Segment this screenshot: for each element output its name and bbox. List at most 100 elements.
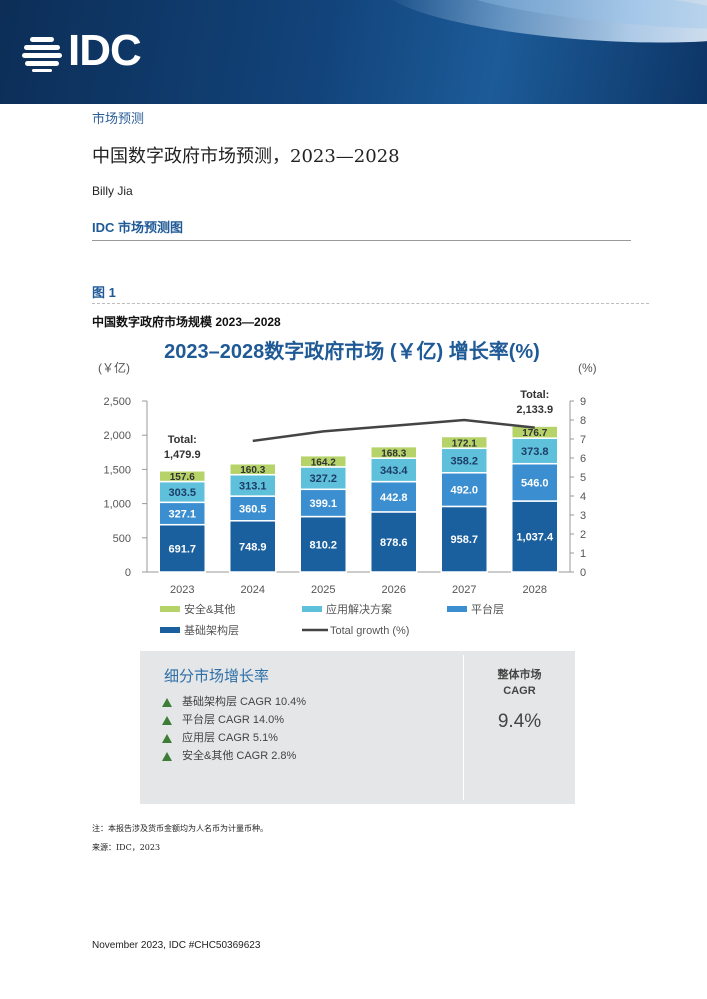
document-title: 中国数字政府市场预测，2023—2028 <box>92 146 400 167</box>
cagr-item: 安全&其他 CAGR 2.8% <box>162 747 306 765</box>
cagr-item: 平台层 CAGR 14.0% <box>162 711 306 729</box>
y-tick-label: 0 <box>125 567 131 579</box>
data-label: 157.6 <box>170 472 195 483</box>
y-tick-label: 2,000 <box>103 430 131 442</box>
y2-tick-label: 9 <box>580 396 586 408</box>
bar-segment <box>299 454 347 468</box>
y2-tick-label: 1 <box>580 548 586 560</box>
overall-label-line: 整体市场 <box>497 669 542 681</box>
y-tick-label: 500 <box>113 533 131 545</box>
triangle-up-icon <box>162 715 172 725</box>
bar-segment <box>299 515 347 573</box>
legend-swatch <box>160 627 180 633</box>
total-label: Total: <box>520 389 549 401</box>
data-label: 546.0 <box>521 477 549 489</box>
legend-swatch <box>447 606 467 612</box>
y2-tick-label: 6 <box>580 453 586 465</box>
bar-segment <box>229 462 277 476</box>
section-tag: 市场预测 <box>92 112 145 127</box>
x-tick-label: 2024 <box>241 584 265 596</box>
triangle-up-icon <box>162 751 172 761</box>
y2-tick-label: 4 <box>580 491 586 503</box>
divider <box>92 303 649 304</box>
y2-tick-label: 7 <box>580 434 586 446</box>
note: 注：本报告涉及货币金额均为人名币为计量币种。 <box>92 824 268 833</box>
data-label: 160.3 <box>240 465 265 476</box>
x-tick-label: 2027 <box>452 584 476 596</box>
x-tick-label: 2028 <box>523 584 547 596</box>
data-label: 360.5 <box>239 503 267 515</box>
data-label: 691.7 <box>168 543 196 555</box>
footer: November 2023, IDC #CHC50369623 <box>92 940 261 951</box>
y2-tick-label: 2 <box>580 529 586 541</box>
total-value: 1,479.9 <box>164 449 201 461</box>
legend-label: Total growth (%) <box>330 625 409 637</box>
cagr-list: 基础架构层 CAGR 10.4% 平台层 CAGR 14.0% 应用层 CAGR… <box>162 693 306 765</box>
legend-swatch <box>160 606 180 612</box>
total-label: Total: <box>168 434 197 446</box>
data-label: 810.2 <box>309 539 337 551</box>
data-label: 1,037.4 <box>516 532 554 544</box>
data-label: 327.1 <box>168 509 196 521</box>
y-tick-label: 2,500 <box>103 396 131 408</box>
legend-label: 基础架构层 <box>184 623 239 637</box>
data-label: 748.9 <box>239 541 267 553</box>
legend-label: 应用解决方案 <box>326 602 392 616</box>
cagr-item: 基础架构层 CAGR 10.4% <box>162 693 306 711</box>
bar-segment <box>158 470 206 483</box>
data-label: 343.4 <box>380 465 408 477</box>
triangle-up-icon <box>162 697 172 707</box>
bar-segment <box>511 500 559 573</box>
bar-segment <box>229 495 277 522</box>
data-label: 373.8 <box>521 446 549 458</box>
data-label: 176.7 <box>522 428 547 439</box>
bar-segment <box>299 488 347 518</box>
y2-tick-label: 8 <box>580 415 586 427</box>
market-chart: 2023–2028数字政府市场 (￥亿) 增长率(%) (￥亿) (%) 2,5… <box>92 330 612 650</box>
legend-swatch <box>302 606 322 612</box>
x-tick-label: 2023 <box>170 584 194 596</box>
data-label: 399.1 <box>309 498 337 510</box>
market-chart-svg: 2023–2028数字政府市场 (￥亿) 增长率(%) (￥亿) (%) 2,5… <box>98 339 597 637</box>
cagr-item-text: 基础架构层 CAGR 10.4% <box>182 696 307 708</box>
figure-label: 图 1 <box>92 285 116 300</box>
bar-segment <box>370 511 418 573</box>
subheading: IDC 市场预测图 <box>92 220 184 235</box>
total-value: 2,133.9 <box>516 404 553 416</box>
data-label: 958.7 <box>450 534 478 546</box>
cagr-item-text: 安全&其他 CAGR 2.8% <box>182 750 297 762</box>
bar-segment <box>440 505 488 573</box>
data-label: 164.2 <box>311 457 336 468</box>
bar-segment <box>370 480 418 513</box>
bar-segment <box>511 462 559 502</box>
divider <box>92 240 631 241</box>
y2-tick-label: 0 <box>580 567 586 579</box>
x-tick-label: 2025 <box>311 584 335 596</box>
data-label: 172.1 <box>452 438 477 449</box>
data-label: 303.5 <box>168 487 196 499</box>
logo-text: IDC <box>68 26 142 75</box>
cagr-heading: 细分市场增长率 <box>164 668 270 685</box>
legend-label: 安全&其他 <box>184 602 235 616</box>
y2-tick-label: 3 <box>580 510 586 522</box>
y-axis-label: (￥亿) <box>98 360 130 375</box>
legend-label: 平台层 <box>471 602 504 616</box>
figure-title: 中国数字政府市场规模 2023—2028 <box>92 315 281 329</box>
cagr-panel: 细分市场增长率 基础架构层 CAGR 10.4% 平台层 CAGR 14.0% … <box>140 651 575 804</box>
bar-segment <box>370 445 418 459</box>
data-label: 358.2 <box>450 456 478 468</box>
data-label: 327.2 <box>309 473 337 485</box>
overall-cagr-value: 9.4% <box>497 711 542 732</box>
header-banner: IDC <box>0 0 707 104</box>
overall-label-line: CAGR <box>503 685 536 697</box>
data-label: 313.1 <box>239 480 267 492</box>
growth-line <box>252 418 535 443</box>
x-tick-label: 2026 <box>382 584 406 596</box>
source: 来源：IDC，2023 <box>92 843 161 852</box>
data-label: 168.3 <box>381 448 406 459</box>
data-label: 878.6 <box>380 537 408 549</box>
y2-axis-label: (%) <box>578 361 597 375</box>
cagr-item-text: 平台层 CAGR 14.0% <box>182 714 285 726</box>
panel-divider <box>463 655 464 800</box>
triangle-up-icon <box>162 733 172 743</box>
